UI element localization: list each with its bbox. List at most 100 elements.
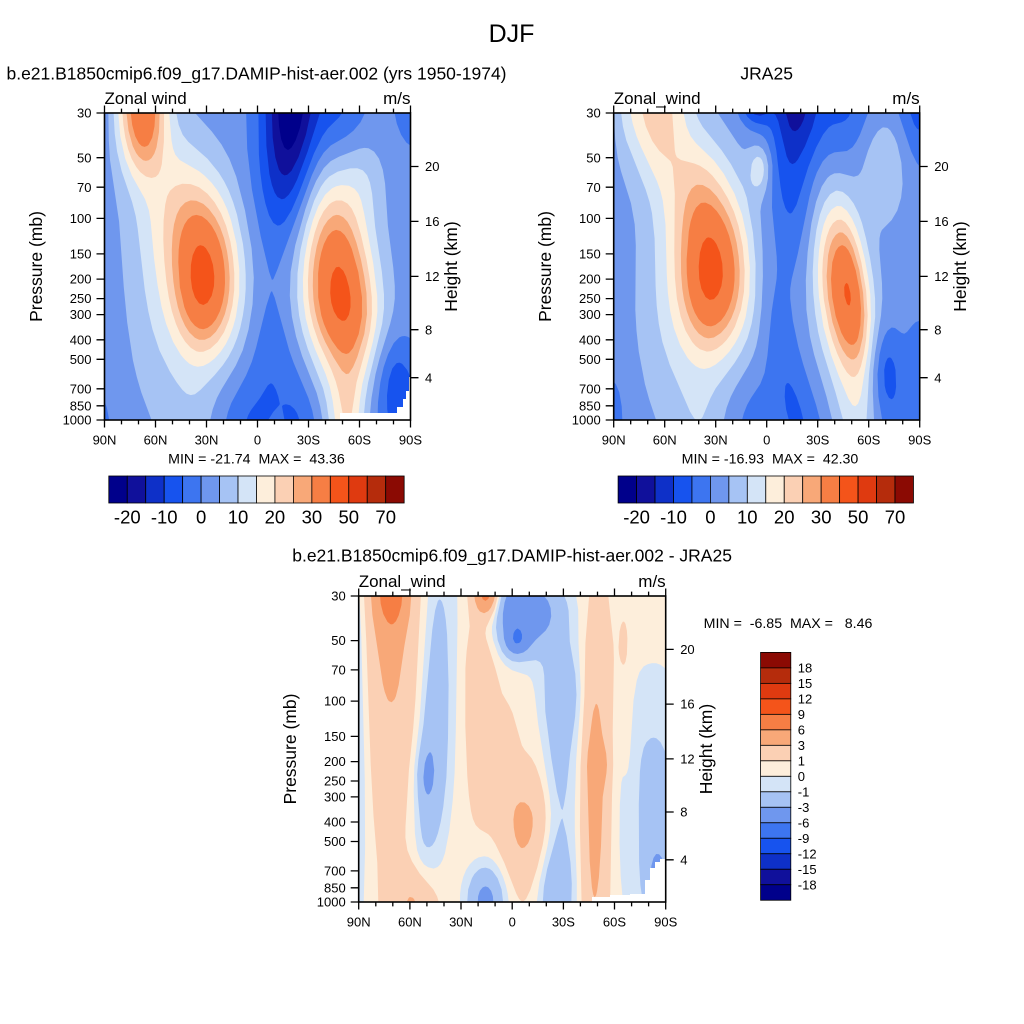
svg-text:16: 16 [934, 214, 948, 229]
svg-text:30N: 30N [449, 915, 473, 930]
svg-text:150: 150 [70, 247, 92, 262]
svg-text:30N: 30N [195, 433, 219, 448]
svg-text:400: 400 [70, 332, 92, 347]
svg-text:12: 12 [934, 269, 948, 284]
svg-text:m/s: m/s [892, 89, 919, 108]
svg-text:200: 200 [324, 754, 346, 769]
svg-text:DJF: DJF [489, 20, 535, 48]
svg-text:30: 30 [331, 589, 345, 604]
svg-text:700: 700 [579, 381, 601, 396]
svg-text:60S: 60S [857, 433, 880, 448]
svg-text:60N: 60N [398, 915, 422, 930]
svg-text:0: 0 [254, 433, 261, 448]
svg-text:70: 70 [586, 180, 600, 195]
svg-text:Pressure (mb): Pressure (mb) [280, 694, 300, 805]
svg-text:50: 50 [586, 150, 600, 165]
svg-text:400: 400 [579, 332, 601, 347]
svg-text:20: 20 [425, 159, 439, 174]
svg-text:12: 12 [798, 692, 812, 707]
svg-text:400: 400 [324, 815, 346, 830]
svg-text:30: 30 [586, 106, 600, 121]
svg-text:3: 3 [798, 738, 805, 753]
svg-text:10: 10 [228, 507, 249, 528]
svg-text:Zonal_wind: Zonal_wind [614, 89, 701, 108]
svg-text:-9: -9 [798, 831, 810, 846]
svg-text:-10: -10 [151, 507, 178, 528]
svg-text:500: 500 [70, 352, 92, 367]
svg-text:30: 30 [77, 106, 91, 121]
svg-text:0: 0 [798, 769, 805, 784]
svg-text:700: 700 [324, 864, 346, 879]
svg-text:-3: -3 [798, 800, 810, 815]
svg-text:16: 16 [680, 697, 694, 712]
svg-text:0: 0 [509, 915, 516, 930]
svg-text:16: 16 [425, 214, 439, 229]
svg-text:20: 20 [934, 159, 948, 174]
svg-text:30: 30 [811, 507, 832, 528]
svg-text:850: 850 [324, 880, 346, 895]
svg-text:Height (km): Height (km) [696, 704, 716, 794]
svg-text:250: 250 [324, 774, 346, 789]
svg-text:-10: -10 [660, 507, 687, 528]
svg-text:20: 20 [680, 642, 694, 657]
svg-text:500: 500 [324, 834, 346, 849]
svg-text:0: 0 [196, 507, 206, 528]
svg-text:b.e21.B1850cmip6.f09_g17.DAMIP: b.e21.B1850cmip6.f09_g17.DAMIP-hist-aer.… [6, 64, 506, 85]
svg-text:MIN = -21.74 MAX = 43.36: MIN = -21.74 MAX = 43.36 [168, 452, 345, 468]
svg-text:4: 4 [934, 370, 941, 385]
svg-text:90N: 90N [93, 433, 117, 448]
svg-text:m/s: m/s [638, 572, 665, 591]
svg-text:200: 200 [70, 272, 92, 287]
svg-text:700: 700 [70, 381, 92, 396]
svg-text:60N: 60N [653, 433, 677, 448]
svg-text:MIN = -16.93 MAX = 42.30: MIN = -16.93 MAX = 42.30 [682, 452, 859, 468]
svg-text:8: 8 [425, 322, 432, 337]
svg-text:100: 100 [579, 211, 601, 226]
svg-text:30N: 30N [704, 433, 728, 448]
svg-text:-20: -20 [114, 507, 141, 528]
svg-text:90N: 90N [347, 915, 371, 930]
svg-text:1000: 1000 [317, 895, 346, 910]
svg-text:300: 300 [324, 790, 346, 805]
svg-text:0: 0 [763, 433, 770, 448]
svg-text:60S: 60S [603, 915, 626, 930]
svg-text:1: 1 [798, 754, 805, 769]
svg-text:150: 150 [324, 729, 346, 744]
svg-text:70: 70 [885, 507, 906, 528]
svg-text:300: 300 [579, 307, 601, 322]
svg-text:-20: -20 [623, 507, 650, 528]
svg-text:Height (km): Height (km) [950, 221, 970, 311]
svg-text:1000: 1000 [63, 413, 92, 428]
svg-text:8: 8 [934, 322, 941, 337]
svg-text:-6: -6 [798, 816, 810, 831]
svg-text:Pressure (mb): Pressure (mb) [26, 211, 46, 322]
svg-text:10: 10 [737, 507, 758, 528]
svg-text:MIN = -6.85 MAX = 8.46: MIN = -6.85 MAX = 8.46 [704, 616, 873, 632]
svg-text:-15: -15 [798, 862, 817, 877]
svg-text:100: 100 [70, 211, 92, 226]
svg-text:12: 12 [425, 269, 439, 284]
svg-text:b.e21.B1850cmip6.f09_g17.DAMIP: b.e21.B1850cmip6.f09_g17.DAMIP-hist-aer.… [292, 546, 732, 567]
svg-text:JRA25: JRA25 [740, 64, 793, 84]
svg-text:4: 4 [425, 370, 432, 385]
svg-text:m/s: m/s [383, 89, 410, 108]
svg-text:90N: 90N [602, 433, 626, 448]
svg-text:50: 50 [848, 507, 869, 528]
svg-text:250: 250 [70, 291, 92, 306]
svg-text:60N: 60N [144, 433, 168, 448]
svg-text:50: 50 [339, 507, 360, 528]
svg-text:Zonal_wind: Zonal_wind [359, 572, 446, 591]
svg-text:Height (km): Height (km) [441, 221, 461, 311]
svg-text:Zonal wind: Zonal wind [105, 89, 187, 108]
svg-text:15: 15 [798, 676, 812, 691]
svg-text:9: 9 [798, 707, 805, 722]
svg-text:-18: -18 [798, 878, 817, 893]
svg-text:300: 300 [70, 307, 92, 322]
svg-text:60S: 60S [348, 433, 371, 448]
svg-text:30S: 30S [806, 433, 829, 448]
svg-text:30S: 30S [297, 433, 320, 448]
svg-text:18: 18 [798, 661, 812, 676]
svg-text:1000: 1000 [572, 413, 601, 428]
svg-text:20: 20 [265, 507, 286, 528]
svg-text:4: 4 [680, 852, 687, 867]
